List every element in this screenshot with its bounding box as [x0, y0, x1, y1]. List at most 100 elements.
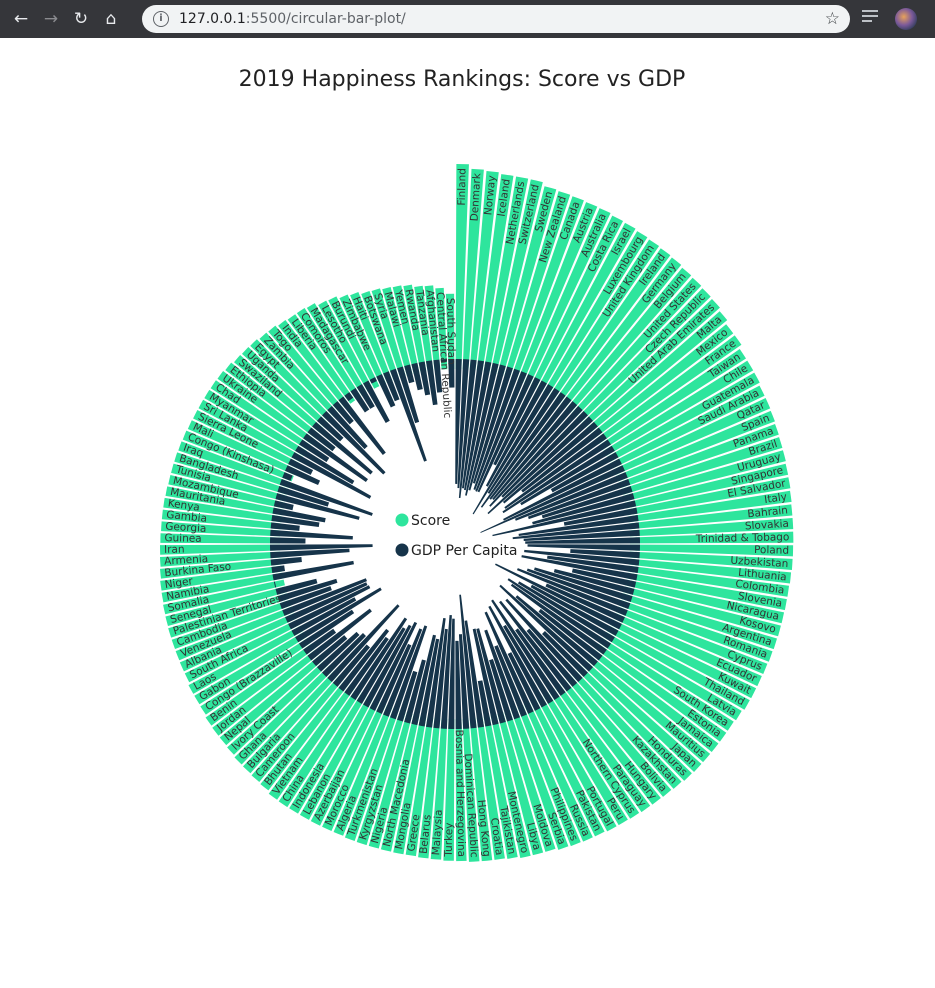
country-label: Bosnia and Herzegovina — [453, 729, 468, 857]
score-bar — [205, 643, 315, 726]
gdp-bar — [505, 598, 583, 683]
chart-title: 2019 Happiness Rankings: Score vs GDP — [239, 67, 686, 92]
gdp-bar — [492, 401, 578, 501]
gdp-bar — [487, 416, 594, 515]
gdp-bar — [411, 634, 436, 726]
score-bar — [571, 670, 682, 789]
score-bar — [603, 632, 742, 721]
gdp-bar — [465, 362, 499, 496]
score-bar — [418, 717, 441, 859]
country-label: South Sudan — [444, 298, 457, 365]
gdp-bar — [270, 529, 353, 540]
score-bar — [187, 420, 297, 475]
score-bar — [490, 179, 543, 374]
legend: Score GDP Per Capita — [395, 513, 517, 559]
bookmark-star-icon[interactable]: ☆ — [824, 9, 840, 29]
score-bar — [625, 579, 785, 624]
gdp-bar — [338, 628, 390, 692]
legend-score-label: Score — [411, 513, 450, 529]
score-bar — [163, 579, 285, 615]
gdp-bar — [295, 445, 355, 485]
legend-gdp-label: GDP Per Capita — [411, 543, 517, 559]
gdp-bar — [288, 458, 314, 475]
country-label: Greece — [405, 814, 422, 853]
gdp-bar — [521, 555, 638, 581]
score-bar — [165, 486, 284, 516]
country-label: Slovakia — [745, 518, 790, 533]
country-label: Malaysia — [430, 809, 445, 856]
gdp-bar — [547, 555, 639, 574]
score-bar — [590, 324, 734, 439]
score-bar — [554, 248, 671, 404]
score-bar — [554, 684, 651, 813]
gdp-bar — [520, 445, 615, 506]
score-bar — [455, 164, 469, 370]
country-labels-layer: Finland DenmarkNorwayIcelandNetherlandsSw… — [164, 168, 790, 858]
url-host: 127.0.0.1 — [179, 11, 246, 27]
gdp-bar — [285, 582, 368, 623]
gdp-bar — [458, 634, 470, 729]
gdp-bar — [270, 522, 300, 531]
score-bar — [576, 665, 692, 781]
gdp-bar — [489, 659, 513, 722]
back-arrow-icon[interactable]: ← — [13, 9, 29, 29]
gdp-bar — [499, 600, 572, 692]
score-bar — [161, 521, 281, 537]
gdp-bar — [376, 643, 412, 714]
score-bar — [629, 517, 794, 537]
gdp-bar — [332, 644, 370, 687]
score-bar — [462, 718, 480, 862]
reading-list-icon[interactable] — [862, 10, 878, 26]
score-bar — [469, 170, 499, 371]
score-bar — [306, 303, 367, 396]
country-label: Armenia — [164, 553, 209, 568]
score-bar — [171, 463, 287, 502]
gdp-bar — [476, 628, 506, 724]
score-bar — [171, 600, 292, 650]
gdp-bar — [411, 362, 423, 391]
gdp-bar — [523, 529, 640, 541]
score-bar — [530, 215, 624, 389]
profile-avatar[interactable] — [895, 8, 917, 30]
gdp-bar — [570, 549, 640, 559]
gdp-bar — [344, 392, 354, 402]
score-bar — [174, 452, 289, 495]
gdp-bar — [433, 628, 448, 729]
forward-arrow-icon[interactable]: → — [43, 9, 59, 29]
gdp-bar — [369, 621, 418, 711]
score-bar — [629, 544, 794, 557]
gdp-bar — [288, 585, 371, 630]
score-bar — [599, 638, 734, 731]
score-bar — [497, 712, 544, 856]
score-bar — [299, 695, 374, 820]
score-bar — [443, 718, 455, 861]
gdp-bar — [507, 652, 541, 711]
site-info-icon[interactable]: i — [153, 11, 169, 27]
score-bar — [210, 380, 311, 450]
score-bar — [250, 339, 334, 423]
score-bar — [599, 348, 746, 450]
gdp-bar — [279, 586, 332, 609]
score-bar — [549, 239, 660, 400]
gdp-bar — [515, 595, 598, 667]
gdp-bar — [475, 371, 527, 492]
gdp-bar — [291, 452, 372, 499]
reload-icon[interactable]: ↻ — [73, 9, 89, 29]
score-bar — [217, 371, 315, 445]
gdp-bar — [503, 458, 622, 521]
gdp-bar — [425, 617, 446, 728]
score-bar — [234, 355, 324, 433]
score-bar — [626, 477, 791, 516]
gdp-bar — [273, 581, 277, 588]
gdp-bar — [277, 578, 338, 602]
score-bar — [469, 717, 493, 862]
score-bar — [560, 257, 682, 409]
score-bar — [497, 186, 557, 376]
score-bar — [618, 423, 779, 488]
address-bar[interactable]: i 127.0.0.1:5500/circular-bar-plot/ ☆ — [142, 5, 850, 33]
url-text[interactable]: 127.0.0.1:5500/circular-bar-plot/ — [179, 11, 406, 27]
score-bar — [430, 718, 448, 860]
home-icon[interactable]: ⌂ — [105, 9, 117, 29]
score-bar — [339, 294, 386, 386]
gdp-bar — [275, 493, 360, 520]
